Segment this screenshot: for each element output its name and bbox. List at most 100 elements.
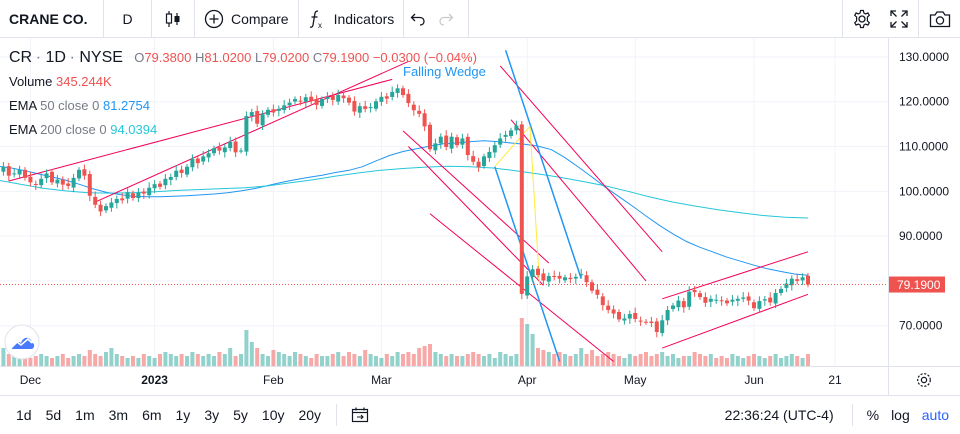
chart-area[interactable]: Falling Wedge 130.0000 120.0000 110.0000 10… [0,38,960,395]
candle [6,162,11,182]
candle [735,295,740,307]
candle-body [584,275,589,283]
date-range-button[interactable] [345,407,375,423]
candle [633,307,638,323]
fullscreen-button[interactable] [880,0,918,38]
candle [195,155,200,169]
candle-body [768,297,773,303]
candle-body [627,314,632,319]
chart-style-button[interactable] [152,0,194,38]
redo-button[interactable] [432,0,460,38]
volume-bar [217,352,222,366]
log-toggle[interactable]: log [891,406,910,423]
candle-body [347,97,351,103]
candle [287,98,292,111]
range-1d-button[interactable]: 1d [16,406,32,423]
x-tick-label: 21 [828,373,842,387]
range-3m-button[interactable]: 3m [108,406,129,423]
candle-body [449,136,454,149]
interval-button[interactable]: D [122,10,133,27]
candle [330,92,335,106]
candle [530,265,535,282]
candle-body [676,300,681,308]
volume-bar [401,354,405,366]
compare-button[interactable]: Compare [195,0,298,38]
volume-bar [687,356,692,366]
candle [201,151,206,165]
candle [757,296,762,313]
volume-bar [66,358,71,366]
candle [384,92,389,104]
settings-button[interactable] [843,0,880,38]
range-1m-button[interactable]: 1m [75,406,95,423]
candle [71,173,76,193]
candle [44,169,49,183]
trendline [510,119,647,282]
undo-icon [410,13,425,26]
legend-close-value: 79.1900 [322,50,370,65]
candle [168,173,173,186]
redo-icon [439,13,454,26]
candle [692,286,697,297]
volume-bar [784,356,789,366]
range-20y-button[interactable]: 20y [298,406,322,423]
candle [779,286,783,296]
candle [519,121,524,300]
volume-bar [125,358,130,366]
candle [595,284,600,299]
legend-ema50-row[interactable]: EMA 50 close 0 81.2754 [9,94,477,118]
legend-volume-row[interactable]: Volume 345.244K [9,70,477,94]
range-5y-button[interactable]: 5y [233,406,248,423]
volume-bar [730,354,735,366]
volume-bar [714,358,719,366]
candle [465,133,470,161]
candle-body [471,156,476,162]
volume-bar [195,354,200,366]
volume-bar [179,354,184,366]
svg-text:x: x [318,21,322,29]
volume-bar [482,356,486,366]
snapshot-button[interactable] [919,0,960,38]
candle-body [228,142,233,148]
auto-scale-toggle[interactable]: auto [921,406,949,423]
legend-ema200-row[interactable]: EMA 200 close 0 94.0394 [9,118,477,142]
percent-toggle[interactable]: % [866,406,880,423]
candle-body [233,141,238,153]
candle [136,187,141,203]
y-tick-label: 130.0000 [899,50,949,64]
candle [741,292,746,303]
volume-bar [276,352,281,366]
candle-body [649,321,654,324]
price-chart[interactable]: Falling Wedge 130.0000 120.0000 110.0000 10… [0,38,960,395]
volume-bar [309,358,314,366]
candle-body [55,179,60,184]
candle-body [698,293,702,298]
symbol-search-button[interactable]: CRANE CO. [9,10,88,27]
candle-body [552,275,557,277]
candle [233,137,238,158]
volume-bar [374,356,378,366]
candle [406,89,411,108]
candle-body [23,169,27,178]
indicators-button[interactable]: x Indicators [299,0,404,38]
volume-bar [563,354,567,366]
undo-button[interactable] [404,0,432,38]
candle [482,153,486,169]
volume-bar [298,354,303,366]
clock-timezone[interactable]: 22:36:24 (UTC-4) [724,406,834,423]
volume-bar [665,356,670,366]
add-circle-icon [204,9,224,28]
range-3y-button[interactable]: 3y [204,406,220,423]
range-6m-button[interactable]: 6m [142,406,162,423]
volume-bar [71,356,76,366]
range-10y-button[interactable]: 10y [261,406,285,423]
candle-body [482,156,486,167]
candle [471,150,476,166]
range-5d-button[interactable]: 5d [45,406,62,423]
tradingview-logo [4,324,40,360]
candle [158,180,162,190]
function-icon: x [309,9,322,29]
range-1y-button[interactable]: 1y [175,406,191,423]
candle-body [33,183,38,185]
ema50-value: 81.2754 [102,98,150,113]
